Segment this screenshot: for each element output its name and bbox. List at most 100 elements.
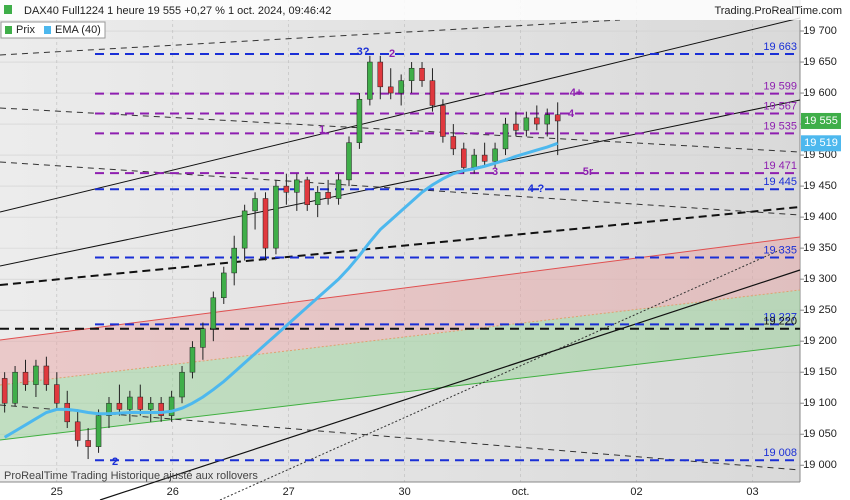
labels: 19 000 19 050 19 100 19 150 19 200 19 250 19 3… [51, 25, 841, 498]
wave-label: 2 [389, 48, 395, 60]
wave-label: 1 [319, 124, 325, 136]
candle-body [544, 114, 550, 125]
wave-label: 5r [583, 166, 594, 178]
candle-body [85, 440, 91, 447]
source: Trading.ProRealTime.com [714, 5, 842, 17]
candle-body [450, 136, 457, 150]
candle-body [262, 198, 269, 249]
candle-body [241, 210, 248, 249]
candle-body [325, 192, 331, 199]
wave-label: 4+ [570, 87, 583, 99]
candle-body [1, 378, 8, 404]
red-line [0, 236, 801, 341]
y-tick-label: 19 350 [803, 242, 837, 254]
candle-body [158, 402, 164, 416]
candle-body [210, 297, 217, 330]
candle-body [356, 99, 363, 143]
level-label: 19 445 [763, 176, 797, 188]
ema-tag-label: 19 519 [804, 137, 838, 149]
level-label: 19 220 [763, 316, 797, 328]
y-tick-label: 19 300 [803, 273, 837, 285]
chart-title: DAX40 Full1224 1 heure 19 555 +0,27 % 1 … [24, 5, 331, 17]
footer: ProRealTime Trading Historique ajusté au… [4, 470, 258, 482]
candle-body [294, 179, 300, 193]
axis-area [800, 0, 850, 500]
candle-body [147, 402, 154, 410]
green-zone [0, 290, 800, 440]
candle-body [127, 396, 133, 410]
candle-body [64, 402, 70, 423]
x-tick-label: 02 [630, 486, 642, 498]
level-label: 19 663 [763, 41, 797, 53]
y-tick-label: 19 600 [803, 87, 837, 99]
candle-body [461, 148, 467, 168]
trend-line [99, 269, 801, 500]
legend-label: EMA (40) [55, 24, 101, 36]
drawings [0, 17, 801, 500]
candle-body [252, 198, 258, 212]
green-line [0, 344, 801, 441]
candle-body [471, 154, 477, 168]
x-tick-label: 25 [51, 486, 63, 498]
x-tick-label: 27 [283, 486, 295, 498]
x-tick-label: 30 [399, 486, 411, 498]
ema-line [3, 141, 559, 439]
candle-body [398, 80, 404, 94]
level-label: 19 535 [763, 120, 797, 132]
candle-body [221, 272, 227, 299]
red-zone [0, 237, 800, 385]
candle-body [346, 142, 352, 181]
y-tick-label: 19 400 [803, 211, 837, 223]
header-icon [4, 5, 12, 14]
candle-body [74, 421, 81, 441]
candle-body [137, 396, 144, 410]
candle-body [43, 365, 50, 385]
y-tick-label: 19 200 [803, 335, 837, 347]
candle-body [22, 371, 29, 385]
trend-dashed [0, 206, 801, 286]
price-tag-label: 19 555 [804, 115, 838, 127]
candle-body [523, 117, 530, 131]
candle-body [200, 328, 206, 348]
x-tick-label: 03 [746, 486, 758, 498]
candle-body [387, 86, 394, 94]
level-label: 19 008 [763, 447, 797, 459]
y-tick-label: 19 000 [803, 459, 837, 471]
candle-body [367, 61, 373, 100]
candle-body [429, 80, 436, 106]
y-tick-label: 19 150 [803, 366, 837, 378]
levels [0, 52, 800, 462]
x-tick-label: oct. [512, 486, 530, 498]
legend-swatch [44, 26, 51, 34]
candle-body [534, 117, 540, 125]
thin-dashed [0, 19, 621, 56]
y-tick-label: 19 500 [803, 149, 837, 161]
candle-body [189, 347, 196, 373]
wave-label: 2 [112, 456, 118, 468]
y-tick-label: 19 050 [803, 428, 837, 440]
candle-body [377, 61, 384, 88]
y-tick-label: 19 100 [803, 397, 837, 409]
candle-body [273, 185, 279, 249]
y-tick-label: 19 450 [803, 180, 837, 192]
legend-swatch [5, 26, 12, 34]
candle-body [54, 384, 60, 404]
candle-body [106, 402, 112, 416]
thin-dashed [0, 404, 801, 471]
candle-body [168, 396, 175, 416]
candle-body [513, 123, 519, 131]
level-label: 19 599 [763, 81, 797, 93]
marks [1, 55, 561, 460]
level-label: 19 471 [763, 160, 797, 172]
candle-body [554, 114, 561, 122]
channel-line [0, 99, 801, 267]
x-tick-label: 26 [167, 486, 179, 498]
price-tag [801, 112, 841, 129]
ema-tag [801, 135, 841, 152]
candle-body [335, 179, 342, 199]
candle-body [231, 247, 237, 274]
candle-body [502, 123, 509, 150]
candle-body [492, 148, 498, 162]
candle-body [419, 67, 425, 81]
candle-body [440, 105, 446, 137]
